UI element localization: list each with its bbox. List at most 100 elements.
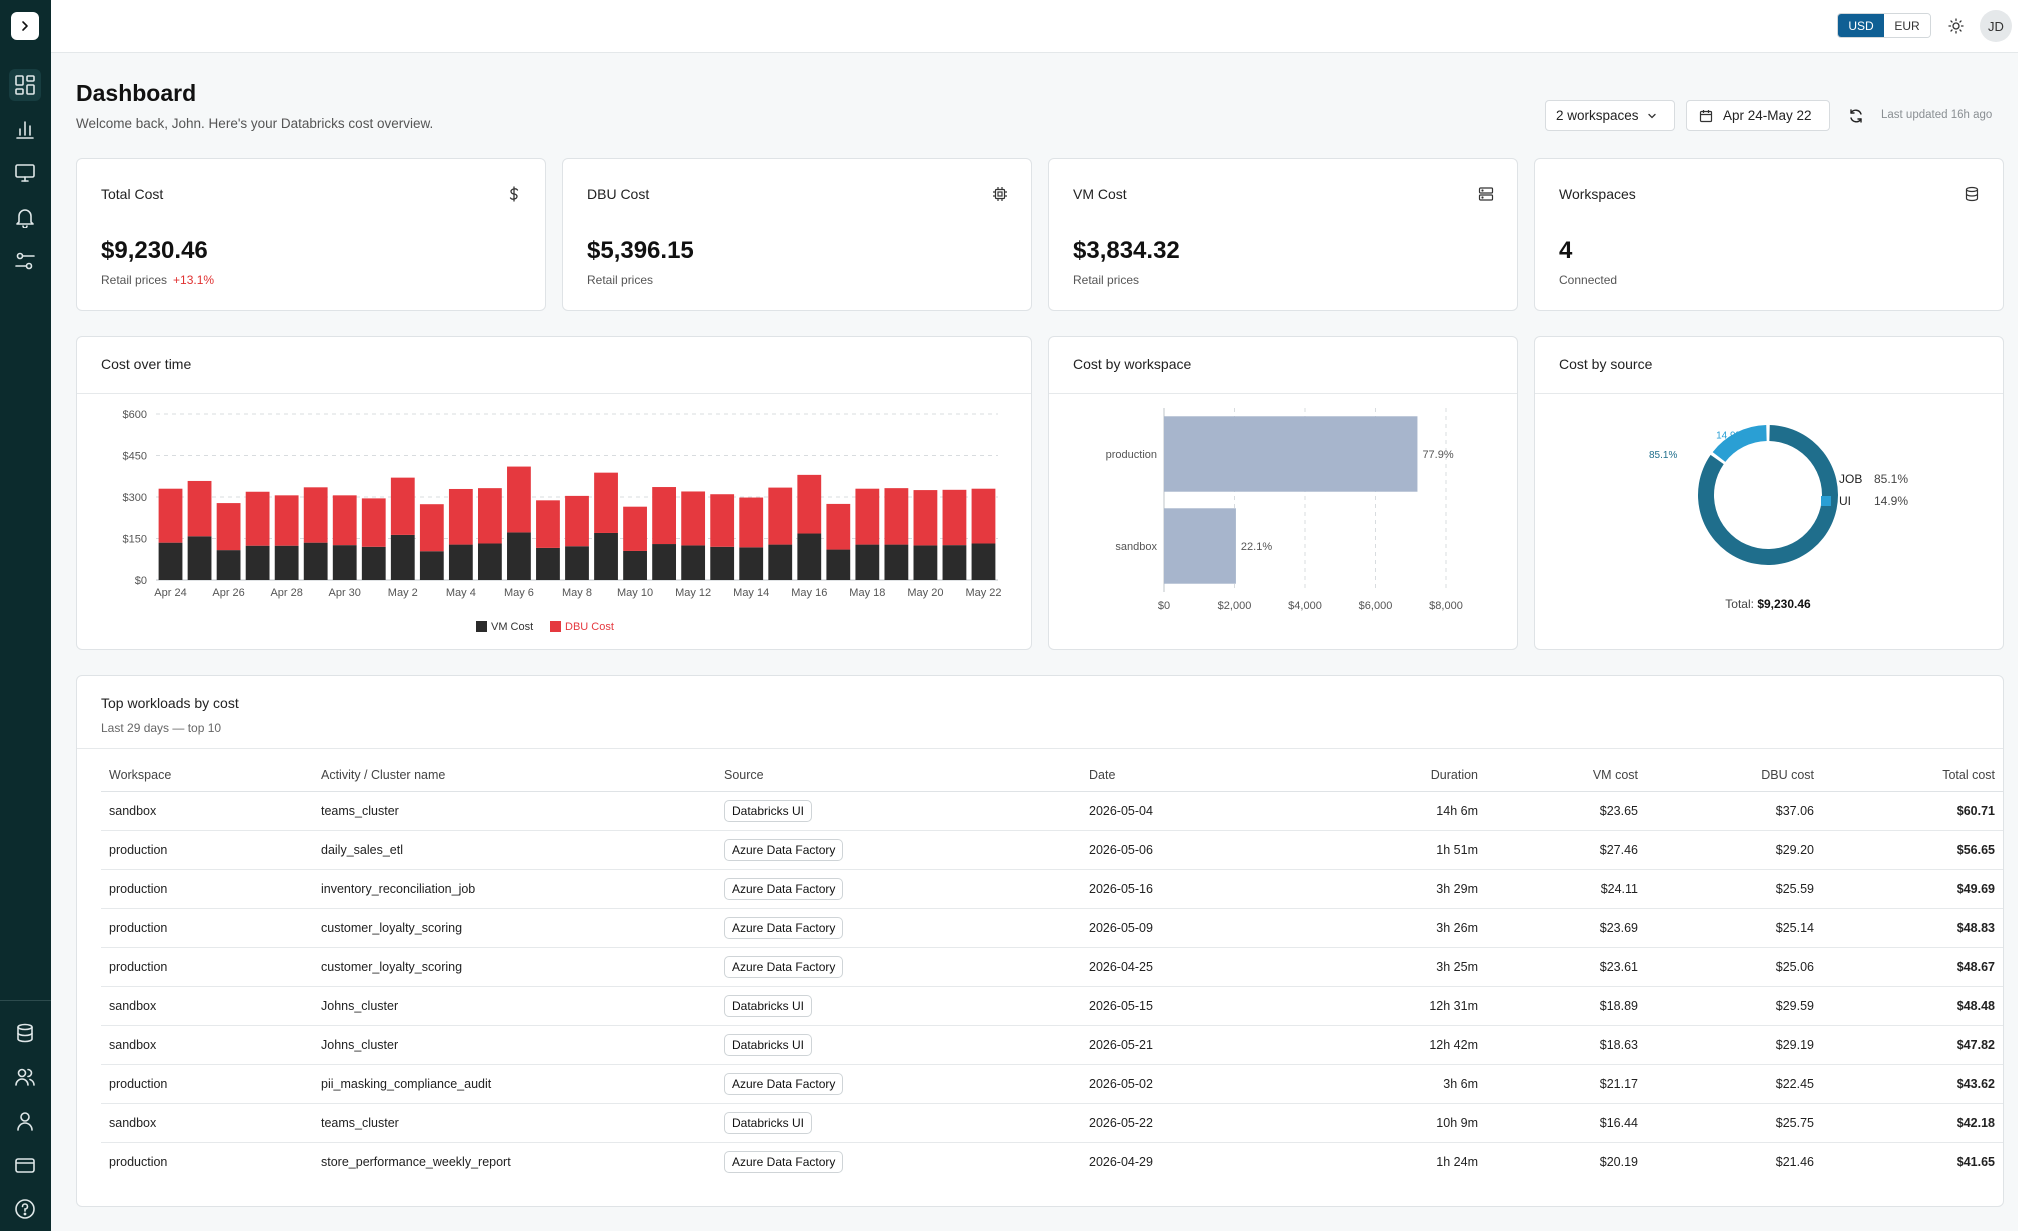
dbu-cost-bar[interactable]	[855, 488, 880, 545]
dbu-cost-bar[interactable]	[652, 487, 677, 545]
table-row[interactable]: production daily_sales_etl Azure Data Fact…	[101, 830, 2003, 870]
sidebar-item-profile[interactable]	[9, 1105, 41, 1137]
vm-cost-bar[interactable]	[681, 545, 706, 580]
cell-source: Azure Data Factory	[716, 830, 1081, 870]
dbu-cost-bar[interactable]	[797, 474, 822, 534]
category-label: production	[1106, 449, 1157, 461]
vm-cost-bar[interactable]	[652, 544, 677, 580]
dbu-cost-bar[interactable]	[332, 495, 357, 546]
vm-cost-bar[interactable]	[739, 547, 764, 580]
sidebar-item-teams[interactable]	[9, 1061, 41, 1093]
dbu-cost-bar[interactable]	[187, 480, 212, 537]
date-range-button[interactable]: Apr 24-May 22	[1686, 100, 1830, 131]
vm-cost-bar[interactable]	[536, 547, 560, 580]
sidebar-item-help[interactable]	[9, 1193, 41, 1225]
sidebar-item-billing[interactable]	[9, 1149, 41, 1181]
vm-cost-bar[interactable]	[594, 532, 618, 580]
cell-dbu-cost: $25.59	[1646, 869, 1822, 909]
vm-cost-bar[interactable]	[768, 544, 793, 580]
dbu-cost-bar[interactable]	[448, 488, 473, 545]
vm-cost-bar[interactable]	[565, 546, 589, 580]
dbu-cost-bar[interactable]	[681, 491, 706, 546]
vm-cost-bar[interactable]	[826, 549, 851, 580]
sidebar-item-data[interactable]	[9, 1017, 41, 1049]
vm-cost-bar[interactable]	[971, 543, 996, 580]
calendar-icon	[1699, 109, 1713, 122]
sidebar-item-analytics[interactable]	[9, 113, 41, 145]
dbu-cost-bar[interactable]	[942, 489, 967, 546]
sidebar-item-dashboard[interactable]	[9, 69, 41, 101]
vm-cost-bar[interactable]	[187, 536, 212, 580]
vm-cost-bar[interactable]	[419, 551, 444, 580]
dbu-cost-bar[interactable]	[913, 490, 938, 546]
vm-cost-bar[interactable]	[507, 532, 531, 580]
dbu-cost-bar[interactable]	[216, 503, 241, 551]
dbu-cost-bar[interactable]	[710, 494, 735, 547]
workspace-bar[interactable]	[1164, 416, 1418, 492]
vm-cost-bar[interactable]	[390, 534, 415, 580]
table-row[interactable]: sandbox Johns_cluster Databricks UI 2026-05…	[101, 986, 2003, 1026]
table-row[interactable]: sandbox teams_cluster Databricks UI 2026-05…	[101, 791, 2003, 831]
dbu-cost-bar[interactable]	[390, 477, 415, 535]
cell-vm-cost: $20.19	[1599, 1154, 1638, 1169]
dbu-cost-bar[interactable]	[158, 488, 183, 543]
vm-cost-bar[interactable]	[913, 545, 938, 580]
table-row[interactable]: production pii_masking_compliance_audit Az…	[101, 1064, 2003, 1104]
dbu-cost-bar[interactable]	[565, 495, 589, 547]
vm-cost-bar[interactable]	[884, 544, 909, 580]
table-row[interactable]: sandbox Johns_cluster Databricks UI 2026-05…	[101, 1025, 2003, 1065]
sidebar-item-settings[interactable]	[9, 245, 41, 277]
table-row[interactable]: production customer_loyalty_scoring Azure …	[101, 947, 2003, 987]
vm-cost-bar[interactable]	[623, 550, 647, 580]
dbu-cost-bar[interactable]	[245, 491, 270, 546]
vm-cost-bar[interactable]	[361, 546, 386, 580]
source-badge: Databricks UI	[724, 799, 813, 822]
dbu-cost-bar[interactable]	[507, 466, 531, 533]
dbu-cost-bar[interactable]	[361, 498, 386, 547]
workspace-filter-select[interactable]: 2 workspaces	[1545, 100, 1675, 131]
x-tick-label: May 14	[733, 587, 769, 599]
dbu-cost-bar[interactable]	[477, 488, 502, 544]
dbu-cost-bar[interactable]	[274, 495, 299, 546]
dbu-cost-bar[interactable]	[739, 497, 764, 548]
dbu-cost-bar[interactable]	[594, 472, 618, 533]
sidebar-toggle-button[interactable]	[11, 12, 39, 40]
dbu-cost-bar[interactable]	[971, 488, 996, 544]
table-row[interactable]: production store_performance_weekly_repor…	[101, 1142, 2003, 1181]
vm-cost-bar[interactable]	[332, 545, 357, 580]
vm-cost-bar[interactable]	[477, 543, 502, 580]
sidebar-item-compute[interactable]	[9, 157, 41, 189]
dbu-cost-bar[interactable]	[826, 503, 851, 550]
x-tick-label: May 12	[675, 587, 711, 599]
vm-cost-bar[interactable]	[855, 544, 880, 580]
dbu-cost-bar[interactable]	[884, 488, 909, 545]
cell-source: Azure Data Factory	[716, 1064, 1081, 1104]
theme-toggle-button[interactable]	[1942, 12, 1970, 40]
dbu-cost-bar[interactable]	[623, 506, 647, 551]
table-row[interactable]: production customer_loyalty_scoring Azure …	[101, 908, 2003, 948]
dbu-cost-bar[interactable]	[768, 487, 793, 545]
vm-cost-bar[interactable]	[216, 550, 241, 580]
refresh-button[interactable]	[1844, 104, 1868, 128]
currency-usd-button[interactable]: USD	[1838, 14, 1884, 37]
x-tick-label: Apr 24	[154, 587, 186, 599]
vm-cost-bar[interactable]	[158, 542, 183, 580]
workspace-bar[interactable]	[1164, 508, 1236, 584]
vm-cost-bar[interactable]	[448, 544, 473, 580]
sidebar-item-alerts[interactable]	[9, 201, 41, 233]
vm-cost-bar[interactable]	[274, 545, 299, 580]
dbu-cost-bar[interactable]	[303, 487, 328, 543]
dbu-cost-bar[interactable]	[536, 500, 560, 548]
currency-eur-button[interactable]: EUR	[1884, 14, 1930, 37]
vm-cost-bar[interactable]	[710, 546, 735, 580]
dbu-cost-bar[interactable]	[419, 504, 444, 552]
donut-slice-ui[interactable]	[1712, 425, 1767, 462]
cell-vm-cost: $18.89	[1486, 986, 1646, 1026]
vm-cost-bar[interactable]	[797, 533, 822, 580]
vm-cost-bar[interactable]	[303, 542, 328, 580]
avatar[interactable]: JD	[1980, 10, 2012, 42]
vm-cost-bar[interactable]	[942, 545, 967, 580]
table-row[interactable]: production inventory_reconciliation_job Az…	[101, 869, 2003, 909]
vm-cost-bar[interactable]	[245, 545, 270, 580]
table-row[interactable]: sandbox teams_cluster Databricks UI 2026-05…	[101, 1103, 2003, 1143]
